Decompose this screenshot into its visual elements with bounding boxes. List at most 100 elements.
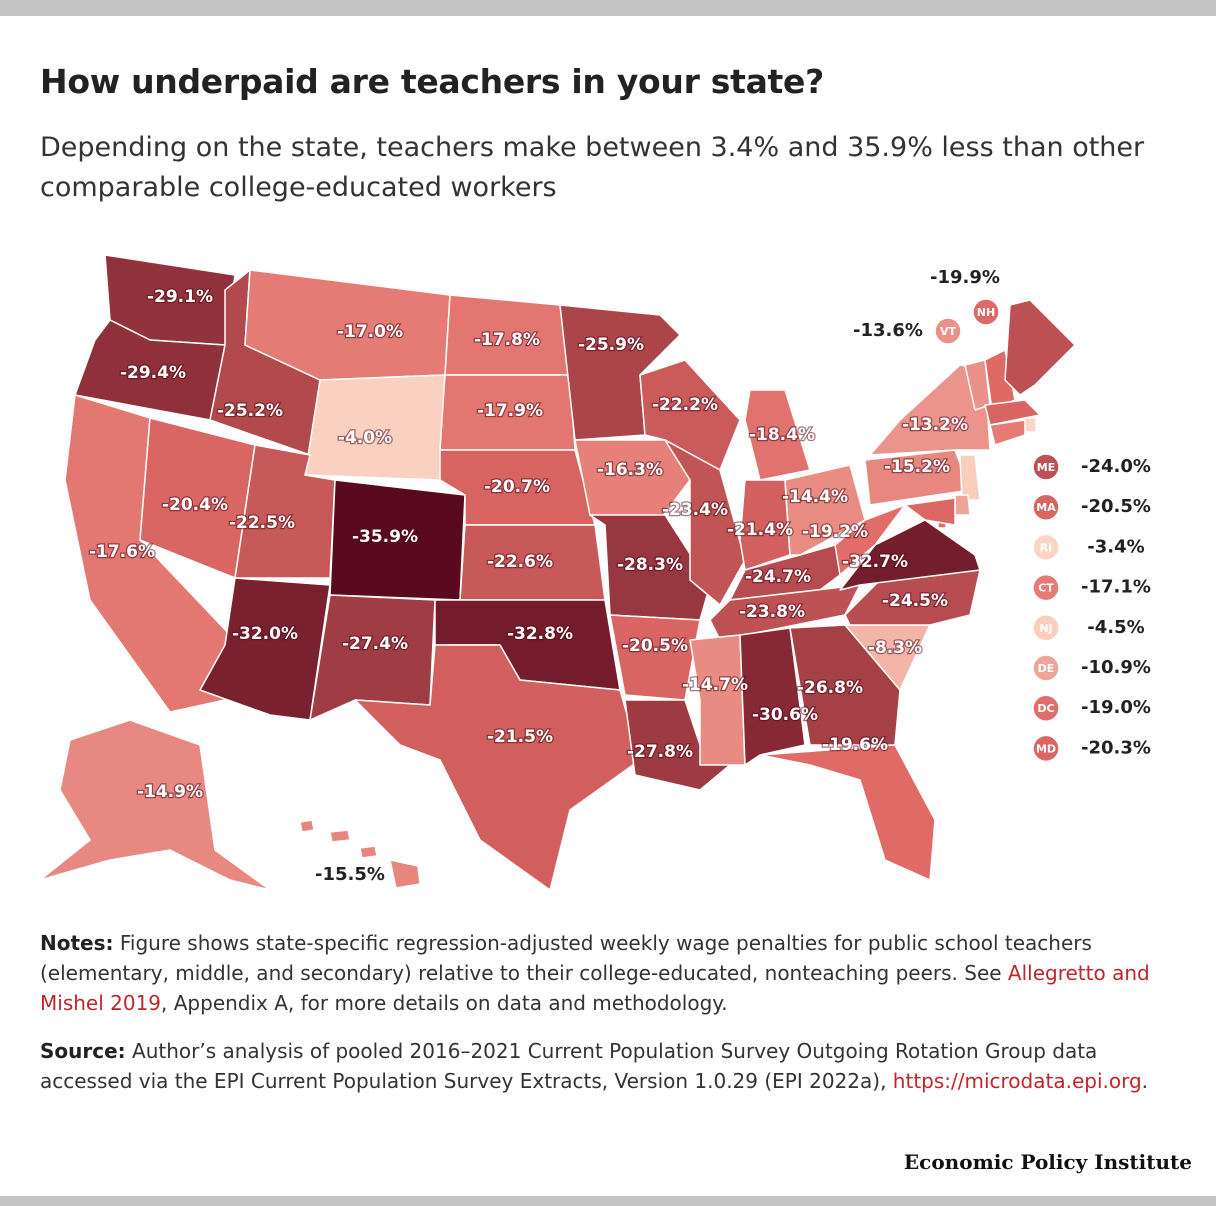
state-label: -20.4%	[162, 495, 228, 515]
state-label: -30.6%	[752, 705, 818, 725]
legend-label: -19.0%	[1081, 697, 1151, 718]
state-label: -32.0%	[232, 624, 298, 644]
state-label: -27.8%	[627, 742, 693, 762]
state-label: -4.0%	[338, 428, 392, 448]
state	[984, 399, 1041, 426]
state-label: -17.6%	[89, 542, 155, 562]
state	[744, 389, 811, 481]
state	[199, 577, 331, 721]
state-label: -23.4%	[662, 500, 728, 520]
state-label: -29.4%	[120, 363, 186, 383]
legend-label: -10.9%	[1081, 657, 1151, 678]
state	[354, 644, 641, 891]
state-label: -17.8%	[474, 330, 540, 350]
state	[299, 819, 421, 889]
state-label: -22.5%	[229, 513, 295, 533]
legend-marker	[1032, 734, 1060, 763]
notes-label: Notes:	[40, 931, 114, 955]
state-label: -19.9%	[930, 267, 1000, 288]
title: How underpaid are teachers in your state…	[40, 62, 824, 101]
state	[904, 497, 956, 526]
state-label: -35.9%	[352, 527, 418, 547]
map: -29.1% -29.4% -17.6% -20.4% -25.2% -17.0% -4.0…	[39, 254, 1151, 891]
state	[574, 439, 691, 521]
state	[709, 584, 861, 641]
footer: Economic Policy Institute	[903, 1150, 1192, 1174]
state-label: -26.8%	[797, 678, 863, 698]
state-label: -21.5%	[487, 727, 553, 747]
state	[664, 439, 746, 606]
notes: Notes: Figure shows state-specific regre…	[40, 928, 1180, 1018]
state-marker	[972, 298, 1000, 326]
legend-code: RI	[1040, 541, 1053, 554]
state-label: -14.4%	[782, 487, 848, 507]
state-label: -25.2%	[217, 401, 283, 421]
legend-code: DE	[1038, 662, 1055, 675]
state-label: -28.3%	[617, 555, 683, 575]
legend-label: -20.3%	[1081, 737, 1151, 758]
legend-code: ME	[1037, 461, 1055, 474]
state	[759, 744, 936, 881]
legend-label: -20.5%	[1081, 496, 1151, 517]
top-bar	[0, 0, 1216, 16]
source-label: Source:	[40, 1039, 126, 1063]
legend-marker	[1032, 493, 1060, 521]
state-label: -24.5%	[882, 591, 948, 611]
state-label: -20.7%	[484, 477, 550, 497]
bottom-bar	[0, 1196, 1216, 1206]
source-text: Author’s analysis of pooled 2016–2021 Cu…	[40, 1039, 1098, 1093]
state-label: -19.6%	[822, 735, 888, 755]
state-label: -21.4%	[727, 520, 793, 540]
legend-marker	[1032, 533, 1060, 562]
legend-code: DC	[1037, 702, 1054, 715]
state	[959, 454, 981, 501]
state-label: -17.9%	[477, 401, 543, 421]
state	[789, 624, 901, 746]
legend-code: MA	[1036, 501, 1056, 514]
state-label: -24.7%	[745, 567, 811, 587]
state-label: -18.4%	[749, 425, 815, 445]
state-label: -22.6%	[487, 552, 553, 572]
legend-label: -24.0%	[1081, 456, 1151, 477]
state-label: -32.8%	[507, 624, 573, 644]
state	[954, 494, 971, 516]
state-label: -25.9%	[578, 335, 644, 355]
state-code: VT	[940, 325, 957, 338]
state-code: NH	[977, 306, 995, 319]
state-label: -20.5%	[622, 636, 688, 656]
legend-marker	[1032, 614, 1060, 642]
state-label: -15.5%	[315, 864, 385, 885]
state-label: -22.2%	[652, 395, 718, 415]
state-label: -23.8%	[739, 602, 805, 622]
legend-label: -3.4%	[1087, 536, 1144, 557]
legend-marker	[1032, 694, 1060, 722]
state	[689, 634, 746, 766]
state-label: -8.3%	[868, 638, 922, 658]
subtitle: Depending on the state, teachers make be…	[40, 132, 1145, 203]
legend-code: NJ	[1039, 622, 1052, 635]
state-label: -29.1%	[147, 287, 213, 307]
notes-link[interactable]: Allegretto and Mishel 2019	[40, 961, 1150, 1015]
legend-marker	[1032, 573, 1060, 602]
state-label: -14.7%	[682, 675, 748, 695]
legend-marker	[1032, 453, 1060, 481]
notes-text-end: , Appendix A, for more details on data a…	[161, 991, 728, 1015]
state-label: -27.4%	[342, 634, 408, 654]
state	[1004, 299, 1076, 396]
state-label: -16.3%	[597, 460, 663, 480]
state-label: -13.2%	[902, 415, 968, 435]
state	[989, 419, 1026, 446]
legend-label: -17.1%	[1081, 577, 1151, 598]
state	[739, 479, 791, 571]
state-label: -17.0%	[337, 322, 403, 342]
state	[834, 504, 906, 576]
source: Source: Author’s analysis of pooled 2016…	[40, 1036, 1180, 1096]
state-label: -14.9%	[137, 782, 203, 802]
state	[1024, 417, 1037, 433]
source-link[interactable]: https://microdata.epi.org	[892, 1069, 1142, 1093]
state-marker	[934, 317, 962, 345]
legend-code: MD	[1036, 742, 1056, 755]
state-label: -32.7%	[842, 552, 908, 572]
legend-label: -4.5%	[1087, 617, 1144, 638]
